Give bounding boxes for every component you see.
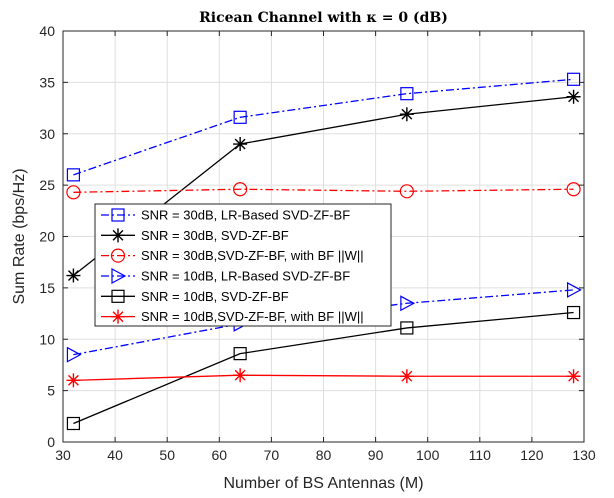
asterisk-marker (399, 107, 414, 122)
x-tick-label: 80 (316, 447, 332, 463)
x-tick-label: 110 (469, 447, 492, 463)
series-line (73, 311, 574, 425)
x-tick-label: 60 (212, 447, 228, 463)
y-tick-label: 10 (39, 331, 55, 347)
asterisk-marker (566, 369, 581, 384)
square-marker (111, 289, 125, 303)
circle-marker (233, 182, 248, 197)
triangle-marker (400, 295, 416, 312)
legend-entry: SNR = 30dB, SVD-ZF-BF (101, 228, 289, 243)
circle-marker (399, 184, 414, 199)
series-5 (66, 305, 581, 431)
square-marker (111, 208, 125, 222)
y-tick-label: 0 (47, 434, 55, 450)
legend-label: SNR = 30dB,SVD-ZF-BF, with BF ||W|| (141, 248, 364, 263)
y-tick-label: 25 (39, 177, 55, 193)
series-3 (66, 182, 581, 200)
legend-box (94, 203, 392, 327)
x-tick-label: 100 (416, 447, 440, 463)
x-tick-label: 30 (55, 447, 71, 463)
chart-title: Ricean Channel with κ = 0 (dB) (199, 10, 448, 26)
asterisk-marker (399, 369, 414, 384)
tick-labels: 30 40 50 60 70 80 90 100 110 120 130 0 5 10 15 20 25 30 35… (39, 23, 595, 463)
series-6 (66, 368, 581, 388)
asterisk-marker (233, 368, 248, 383)
series-line (73, 78, 574, 176)
x-tick-label: 50 (159, 447, 175, 463)
y-tick-label: 15 (39, 280, 55, 296)
legend-entry: SNR = 30dB, LR-Based SVD-ZF-BF (101, 208, 350, 223)
asterisk-marker (566, 89, 581, 104)
square-marker (66, 416, 81, 431)
y-axis-title: Sum Rate (bps/Hz) (11, 168, 28, 304)
legend-label: SNR = 10dB,SVD-ZF-BF, with BF ||W|| (141, 309, 364, 324)
x-tick-label: 40 (107, 447, 123, 463)
series-group (66, 72, 582, 431)
y-tick-label: 5 (47, 383, 55, 399)
asterisk-marker (111, 228, 125, 243)
legend-label: SNR = 10dB, LR-Based SVD-ZF-BF (141, 268, 350, 283)
asterisk-marker (66, 373, 81, 388)
triangle-marker (111, 267, 127, 284)
legend-entry: SNR = 10dB, SVD-ZF-BF (101, 289, 289, 304)
x-axis-title: Number of BS Antennas (M) (223, 475, 423, 492)
series-line (73, 188, 574, 193)
square-marker (66, 168, 81, 182)
circle-marker (110, 248, 126, 263)
square-marker (400, 321, 414, 335)
square-marker (233, 110, 247, 124)
x-tick-label: 90 (368, 447, 384, 463)
legend-entry: SNR = 30dB,SVD-ZF-BF, with BF ||W|| (101, 248, 364, 263)
series-1 (66, 72, 581, 182)
square-marker (233, 347, 247, 361)
legend: SNR = 30dB, LR-Based SVD-ZF-BF SNR = 30dB… (94, 203, 392, 327)
legend-label: SNR = 30dB, LR-Based SVD-ZF-BF (141, 208, 350, 223)
x-tick-label: 130 (572, 447, 596, 463)
asterisk-marker (66, 268, 81, 283)
square-marker (566, 305, 581, 320)
x-tick-label: 120 (520, 447, 544, 463)
y-tick-label: 35 (39, 74, 55, 90)
asterisk-marker (111, 309, 125, 324)
legend-label: SNR = 10dB, SVD-ZF-BF (141, 289, 289, 304)
circle-marker (566, 182, 581, 197)
square-marker (400, 87, 414, 101)
legend-entry: SNR = 10dB, LR-Based SVD-ZF-BF (101, 267, 350, 284)
asterisk-marker (233, 137, 248, 152)
legend-label: SNR = 30dB, SVD-ZF-BF (141, 228, 289, 243)
series-line (73, 289, 574, 356)
square-marker (566, 72, 581, 86)
triangle-marker (566, 281, 582, 298)
legend-entry: SNR = 10dB,SVD-ZF-BF, with BF ||W|| (101, 309, 364, 324)
circle-marker (66, 185, 81, 200)
series-line (73, 374, 574, 381)
x-tick-label: 70 (264, 447, 280, 463)
y-tick-label: 30 (39, 126, 55, 142)
y-tick-label: 20 (39, 229, 55, 245)
triangle-marker (66, 346, 82, 363)
y-tick-label: 40 (39, 23, 55, 39)
